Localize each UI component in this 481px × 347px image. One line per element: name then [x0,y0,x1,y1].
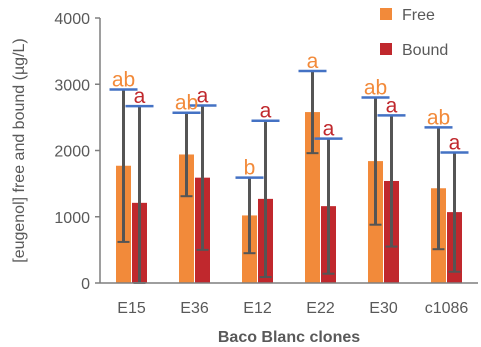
significance-label: a [260,100,272,123]
error-bars [109,69,469,284]
y-tick-label: 1000 [54,210,90,227]
x-tick-label: E30 [369,300,398,317]
x-tick-label: c1086 [425,300,469,317]
legend-swatch-bound [380,43,392,55]
significance-label: a [386,94,398,117]
significance-label: ab [175,92,198,115]
significance-label: a [323,118,335,141]
y-tick-label: 4000 [54,11,90,28]
y-axis-ticks: 0 1000 2000 3000 4000 [54,11,100,293]
significance-label: b [244,157,256,180]
significance-label: a [134,85,146,108]
y-tick-label: 3000 [54,77,90,94]
y-axis-title: [eugenol] free and bound (µg/L) [11,38,28,263]
y-tick-label: 2000 [54,144,90,161]
legend: Free Bound [380,7,448,59]
significance-label: a [449,131,461,154]
x-axis-title: Baco Blanc clones [218,329,360,346]
x-tick-label: E36 [180,300,209,317]
x-tick-label: E12 [243,300,272,317]
significance-label: ab [364,77,387,100]
significance-label: ab [427,106,450,129]
bars [116,112,462,283]
x-axis-ticks: E15 E36 E12 E22 E30 c1086 [117,300,468,317]
significance-label: a [197,84,209,107]
significance-label: ab [112,69,135,92]
legend-swatch-free [380,8,392,20]
bar-free-e22 [305,112,320,283]
x-tick-label: E15 [117,300,146,317]
y-tick-label: 0 [81,276,90,293]
x-tick-label: E22 [306,300,335,317]
legend-label-free: Free [402,7,435,24]
legend-label-bound: Bound [402,42,448,59]
significance-label: a [307,50,319,73]
bar-free-e36 [179,154,194,283]
